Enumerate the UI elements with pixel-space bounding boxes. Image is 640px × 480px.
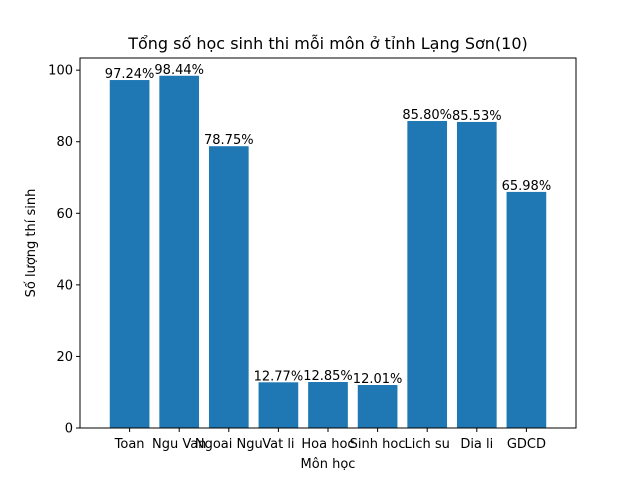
data-label: 85.80%: [402, 108, 452, 123]
data-label: 12.01%: [353, 372, 403, 387]
plot-frame: [79, 57, 577, 429]
chart-title: Tổng số học sinh thi mỗi môn ở tỉnh Lạng…: [127, 34, 528, 53]
y-tick-label: 100: [48, 64, 73, 79]
y-tick-label: 80: [56, 135, 73, 150]
x-tick-label: Hoa hoc: [301, 437, 354, 452]
x-tick-label: GDCD: [507, 437, 546, 452]
bars-group: [109, 75, 547, 428]
x-axis-label: Môn học: [301, 457, 356, 472]
bar-lich-su: [407, 120, 448, 428]
x-tick-label: Lich su: [405, 437, 450, 452]
bar-sinh-hoc: [357, 385, 398, 428]
bar-gdcd: [506, 191, 547, 428]
data-label: 78.75%: [204, 133, 254, 148]
x-tick-label: Toan: [114, 437, 145, 452]
data-label: 98.44%: [154, 63, 204, 78]
x-tick-label: Dia li: [460, 437, 493, 452]
data-label: 97.24%: [105, 67, 155, 82]
data-label: 12.85%: [303, 369, 353, 384]
y-axis-label: Số lượng thí sinh: [24, 189, 39, 298]
bar-vat-li: [258, 382, 299, 428]
data-label: 65.98%: [502, 179, 552, 194]
data-label: 12.77%: [254, 369, 304, 384]
bar-dia-li: [456, 121, 497, 428]
y-tick-label: 20: [56, 350, 73, 365]
x-tick-label: Ngoai Ngu: [195, 437, 263, 452]
x-tick-label: Ngu Van: [152, 437, 206, 452]
data-label: 85.53%: [452, 109, 502, 124]
bar-toan: [109, 80, 150, 428]
y-axis-ticks: 0 20 40 60 80 100: [48, 64, 80, 437]
bar-ngu-van: [159, 75, 200, 428]
bar-hoa-hoc: [308, 382, 348, 428]
x-tick-label: Sinh hoc: [350, 437, 406, 452]
y-tick-label: 0: [65, 422, 73, 437]
data-labels-group: 97.24% 98.44% 78.75% 12.77% 12.85% 12.01% 85.8…: [105, 63, 551, 387]
x-tick-label: Vat li: [262, 437, 294, 452]
y-tick-label: 60: [56, 207, 73, 222]
y-tick-label: 40: [56, 278, 73, 293]
bar-ngoai-ngu: [208, 146, 249, 428]
